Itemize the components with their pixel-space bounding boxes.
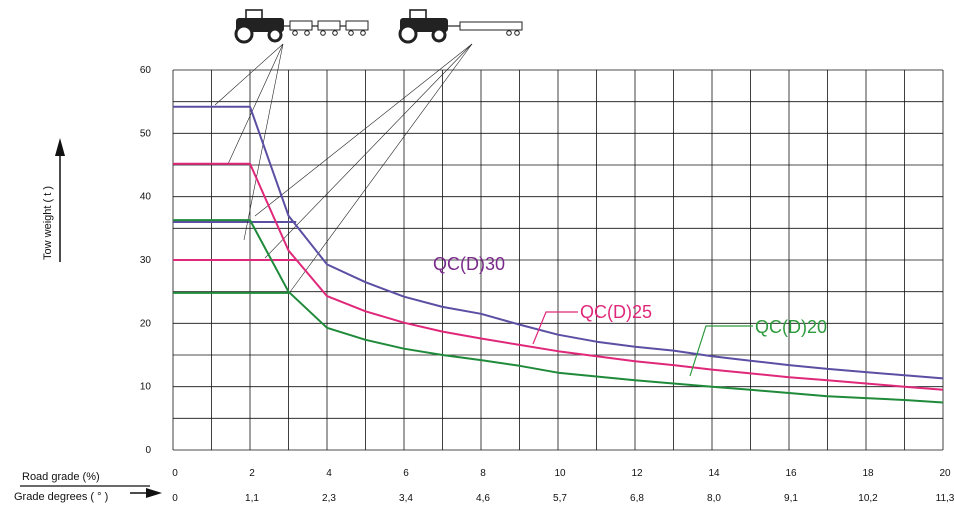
series-label: QC(D)25 bbox=[580, 302, 652, 322]
x-tick-labels: 0 2 4 6 8 10 12 14 16 18 20 bbox=[172, 468, 951, 479]
y-axis-title-group: Tow weight ( t ) bbox=[42, 138, 65, 262]
y-tick-labels: 0 10 20 30 40 50 60 bbox=[140, 65, 152, 456]
y-tick-label: 60 bbox=[140, 65, 152, 76]
pictogram-leader bbox=[289, 43, 473, 293]
series-line bbox=[173, 105, 944, 380]
series-label-leader bbox=[689, 325, 753, 377]
x-tick-label: 4 bbox=[326, 468, 332, 479]
pictogram-leader bbox=[264, 43, 473, 259]
x-tick-label: 18 bbox=[862, 468, 874, 479]
x-degree-tick-label: 1,1 bbox=[245, 493, 259, 504]
series-label: QC(D)30 bbox=[433, 254, 505, 274]
y-tick-label: 20 bbox=[140, 318, 152, 329]
x-degree-tick-label: 2,3 bbox=[322, 493, 336, 504]
x-tick-label: 10 bbox=[554, 468, 566, 479]
x-degree-tick-label: 8,0 bbox=[707, 493, 721, 504]
y-tick-label: 40 bbox=[140, 192, 152, 203]
x-degree-tick-label: 5,7 bbox=[553, 493, 567, 504]
up-arrow-icon bbox=[55, 138, 65, 156]
x-degree-tick-label: 4,6 bbox=[476, 493, 490, 504]
y-tick-label: 50 bbox=[140, 128, 152, 139]
x-degree-tick-label: 9,1 bbox=[784, 493, 798, 504]
tractor-with-three-trailers-icon bbox=[234, 9, 369, 44]
series-labels: QC(D)30 QC(D)25 QC(D)20 bbox=[433, 254, 827, 377]
x-tick-label: 14 bbox=[708, 468, 720, 479]
tractor-with-platform-trailer-icon bbox=[398, 9, 523, 44]
x-tick-label: 12 bbox=[631, 468, 643, 479]
series-label: QC(D)20 bbox=[755, 317, 827, 337]
x-degree-tick-labels: 0 1,1 2,3 3,4 4,6 5,7 6,8 8,0 9,1 10,2 11,3 bbox=[172, 493, 954, 504]
x-tick-label: 2 bbox=[249, 468, 255, 479]
x-degree-tick-label: 10,2 bbox=[858, 493, 878, 504]
right-arrow-icon bbox=[146, 488, 162, 498]
x-tick-label: 20 bbox=[939, 468, 951, 479]
series-lines bbox=[173, 105, 944, 404]
series-line bbox=[173, 219, 944, 404]
x-degree-tick-label: 0 bbox=[172, 493, 178, 504]
series-line bbox=[173, 162, 944, 391]
x-degree-tick-label: 6,8 bbox=[630, 493, 644, 504]
x-tick-label: 6 bbox=[403, 468, 409, 479]
y-tick-label: 10 bbox=[140, 382, 152, 393]
y-axis-title: Tow weight ( t ) bbox=[42, 186, 54, 260]
series-label-leader bbox=[532, 311, 578, 345]
reference-lines bbox=[173, 221, 297, 294]
x-tick-label: 8 bbox=[480, 468, 486, 479]
x-axis-title-grade-degrees: Grade degrees ( ° ) bbox=[14, 491, 108, 503]
pictogram-leader bbox=[214, 43, 284, 106]
pictogram-leader bbox=[227, 43, 284, 165]
x-degree-tick-label: 3,4 bbox=[399, 493, 413, 504]
y-tick-label: 30 bbox=[140, 255, 152, 266]
x-axis-title-road-grade: Road grade (%) bbox=[22, 471, 100, 483]
chart-grid bbox=[172, 69, 944, 451]
x-degree-tick-label: 11,3 bbox=[936, 493, 954, 504]
x-tick-label: 0 bbox=[172, 468, 178, 479]
pictogram-leader bbox=[254, 43, 473, 217]
y-tick-label: 0 bbox=[145, 445, 151, 456]
x-tick-label: 16 bbox=[785, 468, 797, 479]
